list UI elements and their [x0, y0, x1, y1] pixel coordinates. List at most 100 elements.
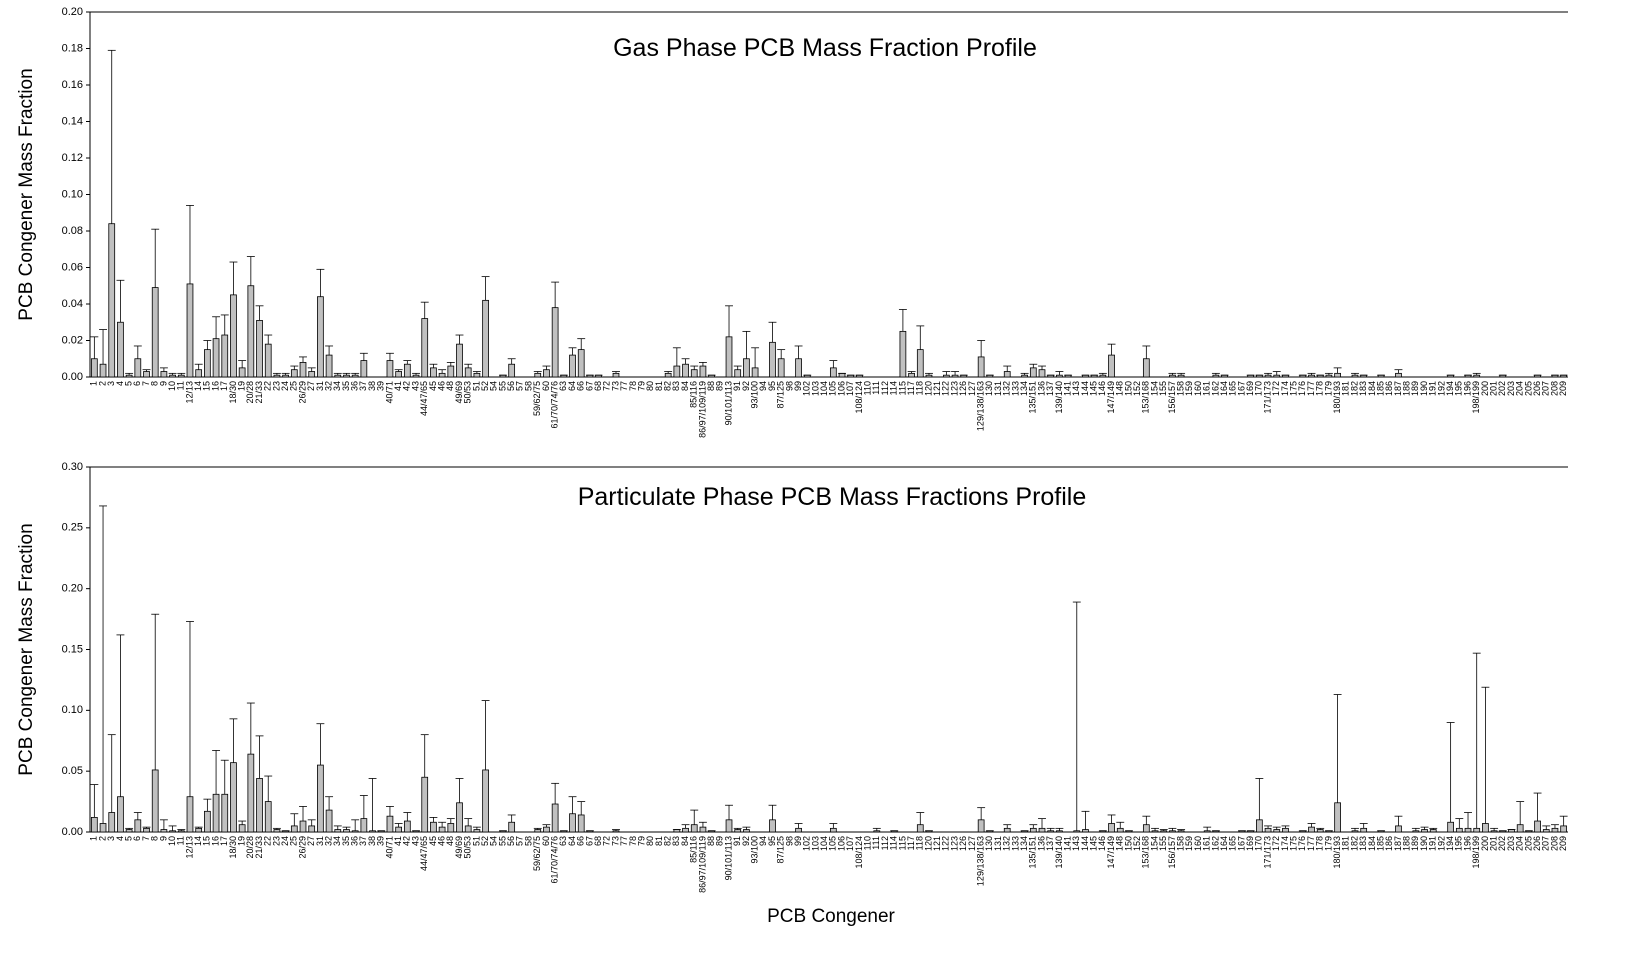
bar	[125, 829, 133, 833]
bar	[769, 819, 776, 833]
bar	[1412, 830, 1420, 833]
x-tick-label: 139/140	[1054, 381, 1064, 414]
x-tick-label: 26/29	[297, 381, 307, 404]
bar	[682, 363, 689, 378]
x-tick-label: 36	[350, 381, 360, 391]
x-tick-label: 135/151	[1028, 381, 1038, 414]
bar	[430, 821, 437, 833]
x-tick-label: 87/125	[776, 381, 786, 409]
x-tick-label: 108/124	[854, 381, 864, 414]
bar	[204, 349, 211, 378]
x-tick-label: 174	[1280, 836, 1290, 851]
x-tick-label: 129/138/163	[976, 381, 986, 431]
bar	[1351, 830, 1359, 833]
x-tick-label: 145	[1089, 836, 1099, 851]
bar	[1142, 824, 1150, 833]
bar	[543, 826, 550, 833]
bar	[1256, 819, 1263, 833]
bar	[386, 815, 394, 833]
bar	[447, 823, 455, 833]
bar	[699, 365, 707, 378]
x-tick-label: 40/71	[384, 836, 394, 859]
x-tick-label: 146	[1097, 836, 1107, 851]
bar	[221, 334, 229, 378]
x-tick-label: 177	[1306, 381, 1316, 396]
x-tick-label: 86/97/109/119	[697, 836, 707, 893]
bar	[569, 813, 576, 833]
x-tick-label: 174	[1280, 381, 1290, 396]
x-tick-label: 209	[1558, 381, 1568, 396]
x-tick-label: 115	[897, 381, 907, 395]
bar	[1490, 830, 1498, 833]
x-tick-label: 172	[1271, 381, 1281, 396]
x-tick-label: 201	[1488, 836, 1498, 851]
x-tick-label: 83	[671, 381, 681, 391]
bar	[299, 820, 307, 833]
x-tick-label: 141	[1062, 836, 1072, 851]
x-tick-label: 186	[1384, 836, 1394, 851]
x-tick-label: 99	[793, 381, 803, 391]
x-tick-label: 24	[280, 381, 290, 391]
x-tick-label: 18/30	[228, 836, 238, 859]
bar	[169, 830, 176, 833]
x-tick-label: 131	[993, 381, 1003, 396]
y-tick-label: 0.12	[62, 152, 83, 164]
x-tick-label: 5	[123, 836, 133, 841]
x-tick-label: 122	[941, 836, 951, 851]
bar	[1282, 827, 1289, 833]
bar	[195, 827, 203, 833]
x-tick-label: 34	[332, 381, 342, 391]
bar	[1308, 374, 1315, 378]
x-tick-label: 51	[471, 381, 481, 391]
x-tick-label: 103	[810, 381, 820, 396]
x-tick-label: 205	[1523, 836, 1533, 851]
x-tick-label: 42	[402, 381, 412, 391]
bar	[177, 830, 185, 833]
x-tick-label: 5	[123, 381, 133, 386]
bar	[369, 830, 376, 833]
x-tick-label: 57	[515, 381, 525, 391]
x-tick-label: 57	[515, 836, 525, 846]
bar	[1038, 369, 1046, 378]
x-tick-label: 14	[193, 381, 203, 391]
x-tick-label: 92	[741, 836, 751, 846]
x-tick-label: 183	[1358, 836, 1368, 851]
x-tick-label: 148	[1115, 381, 1125, 396]
bar	[699, 826, 707, 833]
x-tick-label: 207	[1541, 381, 1551, 396]
x-tick-label: 182	[1349, 381, 1359, 396]
x-tick-label: 46	[436, 836, 446, 846]
x-tick-label: 117	[906, 836, 916, 850]
bar	[195, 369, 203, 378]
bar	[99, 363, 107, 378]
bar	[456, 802, 463, 833]
x-tick-label: 11	[176, 836, 186, 845]
x-tick-label: 19	[237, 836, 247, 846]
x-tick-label: 153/168	[1141, 381, 1151, 414]
x-tick-label: 40/71	[384, 381, 394, 404]
bar	[795, 827, 802, 833]
y-tick-label: 0.18	[62, 42, 83, 54]
x-tick-label: 136	[1036, 836, 1046, 851]
x-tick-label: 59/62/75	[532, 381, 542, 416]
bar	[664, 372, 672, 378]
bar	[725, 819, 733, 833]
x-tick-label: 90/101/113	[723, 381, 733, 425]
bar	[204, 810, 211, 833]
x-tick-label: 102	[802, 381, 812, 396]
bar	[1029, 827, 1037, 833]
bar	[230, 294, 237, 378]
x-tick-label: 25	[289, 836, 299, 846]
x-tick-label: 205	[1523, 381, 1533, 396]
x-tick-label: 123	[949, 381, 959, 396]
bar	[1142, 358, 1150, 378]
x-tick-label: 9	[158, 381, 168, 386]
bar	[256, 778, 263, 833]
bar	[1516, 824, 1524, 833]
x-tick-label: 102	[802, 836, 812, 851]
bar	[99, 823, 107, 833]
x-tick-label: 51	[471, 836, 481, 846]
bar	[1047, 830, 1055, 833]
bar	[1073, 830, 1081, 833]
